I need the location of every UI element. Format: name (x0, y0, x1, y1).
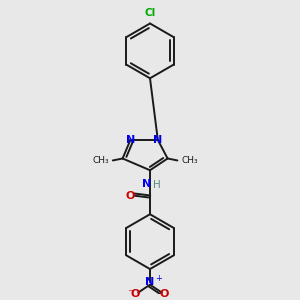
Text: N: N (146, 277, 154, 287)
Text: N: N (126, 135, 135, 145)
Text: ⁻: ⁻ (127, 287, 134, 300)
Text: O: O (130, 290, 140, 299)
Text: N: N (153, 135, 163, 145)
Text: CH₃: CH₃ (181, 156, 198, 165)
Text: N: N (142, 179, 152, 189)
Text: H: H (153, 180, 161, 190)
Text: +: + (155, 274, 162, 283)
Text: Cl: Cl (144, 8, 156, 18)
Text: O: O (126, 191, 135, 201)
Text: CH₃: CH₃ (92, 156, 109, 165)
Text: O: O (160, 290, 169, 299)
